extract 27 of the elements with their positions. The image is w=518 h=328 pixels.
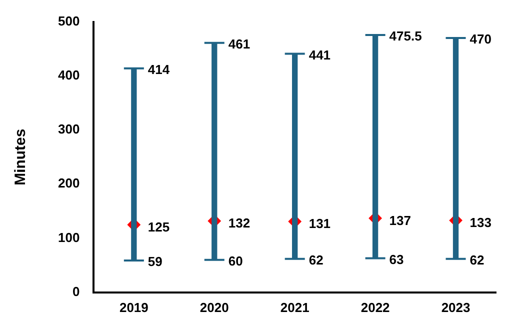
annotation: 59	[148, 254, 162, 270]
annotation: 63	[389, 252, 404, 267]
annotation: 461	[228, 36, 250, 52]
data-label: 131	[308, 216, 331, 232]
data-label: 125	[148, 219, 170, 234]
y-tick-label: 400	[58, 68, 80, 82]
annotation: 470	[470, 32, 492, 47]
x-tick-label: 2023	[441, 300, 470, 315]
data-label: 137	[389, 212, 412, 228]
data-label: 132	[228, 216, 250, 231]
annotation: 441	[308, 47, 331, 62]
y-tick-label: 0	[72, 284, 80, 299]
annotation: 62	[308, 252, 324, 268]
y-tick-label: 200	[58, 176, 80, 191]
data-label: 133	[470, 215, 492, 230]
y-tick-label: 300	[58, 122, 80, 137]
x-tick-label: 2019	[119, 300, 148, 315]
annotation: 414	[148, 62, 170, 77]
annotation: 60	[228, 254, 243, 269]
x-tick-label: 2020	[200, 300, 229, 315]
y-tick-label: 500	[58, 13, 80, 28]
x-tick-label: 2022	[360, 300, 390, 315]
y-tick-label: 100	[58, 230, 80, 245]
annotation: 62	[470, 252, 484, 268]
x-tick-label: 2021	[280, 300, 310, 315]
annotation: 475.5	[389, 28, 422, 44]
y-axis-title: Minutes	[12, 128, 30, 186]
